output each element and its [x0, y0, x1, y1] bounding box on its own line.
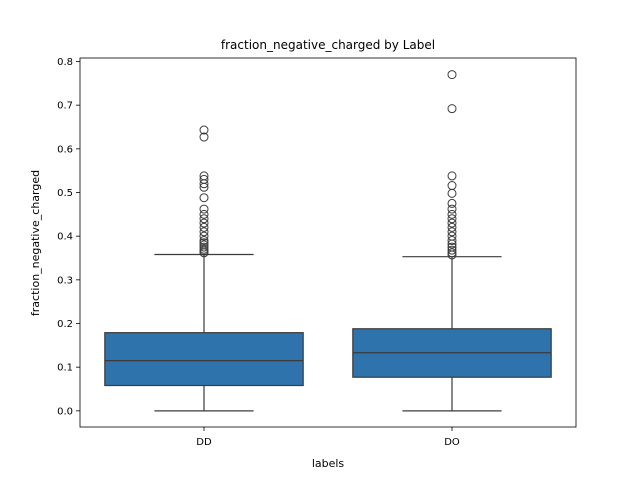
y-axis-ticks: 0.0 0.1 0.2 0.3 0.4 0.5 0.6 0.7 0.8 [57, 57, 80, 417]
outlier-point [447, 104, 457, 114]
box-group-do [352, 70, 552, 412]
outlier-point [199, 125, 209, 135]
outlier-point [447, 231, 457, 241]
outlier-point [199, 204, 209, 214]
y-tick-label: 0.5 [57, 188, 73, 199]
outlier-point [199, 244, 209, 254]
outlier-point [199, 209, 209, 219]
outlier-point [447, 236, 457, 246]
outlier-point [447, 204, 457, 214]
outlier-point [447, 222, 457, 232]
outlier-point [199, 222, 209, 232]
outlier-point [447, 209, 457, 219]
outlier-point [199, 240, 209, 250]
y-tick-label: 0.1 [57, 363, 73, 374]
iqr-box [104, 332, 304, 387]
outlier-point [447, 242, 457, 252]
chart-title: fraction_negative_charged by Label [221, 38, 435, 52]
outlier-point [199, 227, 209, 237]
y-axis-label: fraction_negative_charged [29, 170, 42, 316]
outlier-point [199, 218, 209, 228]
x-tick-label: DD [196, 437, 212, 448]
x-axis-label: labels [312, 457, 345, 470]
y-tick-label: 0.2 [57, 319, 73, 330]
box-plots [104, 70, 552, 412]
outlier-point [199, 214, 209, 224]
outlier-point [447, 245, 457, 255]
y-tick-label: 0.0 [57, 406, 73, 417]
outlier-point [447, 171, 457, 181]
outlier-point [447, 218, 457, 228]
outlier-point [199, 236, 209, 246]
outlier-point [447, 198, 457, 208]
box-group-dd [104, 125, 304, 412]
outlier-point [447, 181, 457, 191]
y-tick-label: 0.4 [57, 232, 73, 243]
outlier-point [447, 248, 457, 258]
outlier-point [447, 227, 457, 237]
outlier-point [199, 238, 209, 248]
y-tick-label: 0.3 [57, 275, 73, 286]
y-tick-label: 0.7 [57, 101, 73, 112]
outlier-point [447, 214, 457, 224]
outlier-point [199, 174, 209, 184]
outlier-point [447, 70, 457, 80]
x-axis-ticks: DD DO [196, 427, 460, 448]
outlier-point [199, 242, 209, 252]
x-tick-label: DO [444, 437, 460, 448]
y-tick-label: 0.6 [57, 144, 73, 155]
plot-frame [79, 57, 577, 428]
outlier-point [199, 171, 209, 181]
outlier-point [199, 193, 209, 203]
y-tick-label: 0.8 [57, 57, 73, 68]
outlier-point [199, 132, 209, 142]
outlier-point [199, 231, 209, 241]
